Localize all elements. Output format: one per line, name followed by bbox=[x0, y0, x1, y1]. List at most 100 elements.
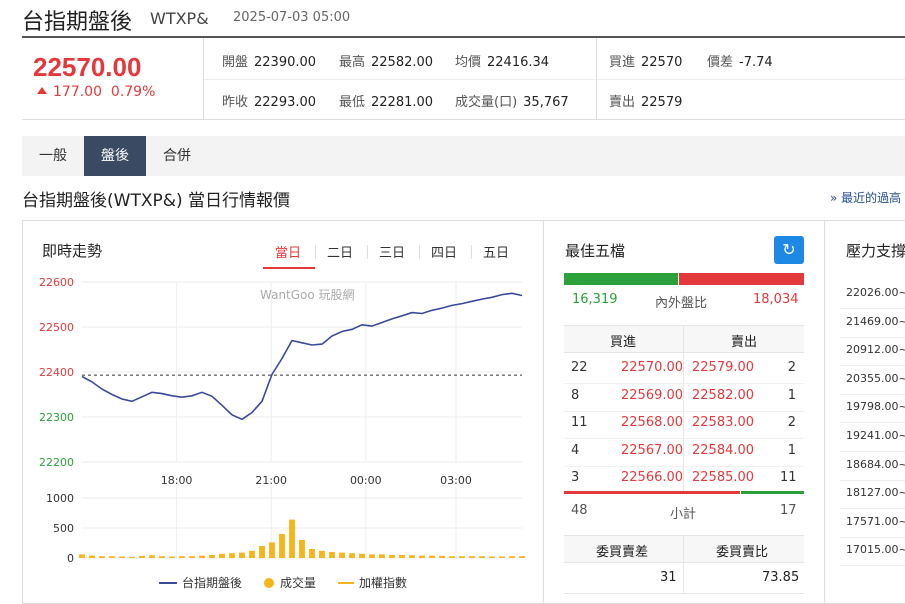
range-tab-2d[interactable]: 二日 bbox=[326, 246, 353, 261]
change-value: 177.00 bbox=[53, 84, 102, 100]
volume-bar bbox=[489, 556, 495, 558]
volume-bar bbox=[389, 555, 395, 558]
quote-column-divider bbox=[596, 38, 597, 120]
row-divider bbox=[564, 383, 804, 384]
bid-price: 22570.00 bbox=[621, 360, 684, 375]
bid-qty: 22 bbox=[571, 360, 588, 375]
row-divider bbox=[840, 308, 905, 309]
bid-total: 48 bbox=[571, 503, 588, 518]
chart-title: 即時走勢 bbox=[42, 242, 103, 260]
ask-total-bar bbox=[741, 491, 804, 494]
tab-general[interactable]: 一般 bbox=[39, 148, 67, 164]
pending-bottom-line bbox=[564, 593, 804, 594]
quote-volume: 成交量(口) 35,767 bbox=[455, 95, 569, 110]
pressure-level: 22026.00~2 bbox=[846, 286, 905, 299]
volume-bar bbox=[309, 549, 315, 558]
ask-price: 22584.00 bbox=[692, 442, 755, 458]
inner-ratio-bar bbox=[564, 273, 678, 285]
ask-qty: 2 bbox=[787, 360, 796, 375]
volume-bar bbox=[169, 556, 175, 558]
ask-qty: 11 bbox=[780, 470, 797, 485]
row-divider bbox=[564, 438, 804, 439]
bid-qty: 8 bbox=[571, 387, 580, 403]
bid-price: 22569.00 bbox=[621, 387, 684, 403]
pressure-level: 18127.00~1 bbox=[846, 486, 905, 500]
tab-after-hours[interactable]: 盤後 bbox=[84, 136, 146, 176]
quote-ask: 賣出 22579 bbox=[609, 95, 683, 110]
range-tab-4d[interactable]: 四日 bbox=[430, 246, 457, 261]
volume-bar bbox=[189, 556, 195, 558]
volume-bar bbox=[159, 556, 165, 558]
volume-bar bbox=[179, 556, 185, 558]
pending-header bbox=[564, 535, 804, 563]
quote-open: 開盤 22390.00 bbox=[222, 55, 317, 70]
volume-bar bbox=[219, 553, 225, 558]
volume-bar bbox=[269, 542, 275, 558]
recent-high-link[interactable]: » 最近的過高 bbox=[830, 191, 902, 205]
chart-grid bbox=[82, 281, 522, 559]
volume-bar bbox=[229, 553, 235, 558]
volume-bar bbox=[379, 554, 385, 558]
volume-bar bbox=[449, 556, 455, 558]
outer-volume: 18,034 bbox=[753, 292, 799, 307]
x-tick-label: 18:00 bbox=[161, 474, 193, 487]
bid-price: 22568.00 bbox=[621, 415, 684, 430]
volume-bar bbox=[249, 550, 255, 558]
x-axis-ticks: 18:00 21:00 00:00 03:00 bbox=[161, 474, 472, 487]
range-tab-5d[interactable]: 五日 bbox=[482, 246, 509, 261]
range-tab-underline bbox=[263, 267, 315, 269]
range-tab-3d[interactable]: 三日 bbox=[378, 246, 405, 261]
pending-divider bbox=[683, 535, 684, 593]
volume-bar bbox=[349, 553, 355, 558]
volume-bar bbox=[79, 554, 85, 558]
volume-bar bbox=[419, 555, 425, 558]
volume-bar bbox=[119, 556, 125, 558]
volume-bar bbox=[209, 555, 215, 558]
ask-total: 17 bbox=[780, 503, 797, 518]
volume-bar bbox=[399, 555, 405, 558]
volume-bar bbox=[359, 553, 365, 558]
outer-ratio-bar bbox=[679, 273, 804, 285]
volume-bar bbox=[99, 556, 105, 558]
volume-tick-label: 1000 bbox=[46, 492, 74, 505]
ask-qty: 1 bbox=[787, 387, 796, 403]
x-tick-label: 03:00 bbox=[440, 474, 472, 487]
volume-bars bbox=[79, 519, 525, 558]
x-tick-label: 21:00 bbox=[255, 474, 287, 487]
bid-header: 買進 bbox=[610, 335, 637, 350]
pressure-support-panel bbox=[824, 220, 905, 604]
bid-ask-diff: 31 bbox=[660, 570, 677, 585]
bid-qty: 3 bbox=[571, 470, 580, 485]
pressure-level: 20355.00~2 bbox=[846, 371, 905, 385]
volume-bar bbox=[519, 556, 525, 558]
volume-bar bbox=[149, 555, 155, 558]
timestamp: 2025-07-03 05:00 bbox=[233, 10, 351, 25]
pressure-support-title: 壓力支撐 bbox=[846, 242, 905, 260]
pressure-level: 21469.00~2 bbox=[846, 314, 905, 328]
range-tab-1d[interactable]: 當日 bbox=[274, 246, 301, 261]
volume-bar bbox=[469, 556, 475, 558]
ask-qty: 2 bbox=[787, 415, 796, 430]
volume-bar bbox=[109, 556, 115, 558]
volume-bar bbox=[459, 556, 465, 558]
refresh-button[interactable]: ↻ bbox=[774, 236, 804, 264]
y-tick-label: 22500 bbox=[39, 321, 74, 334]
row-divider bbox=[840, 422, 905, 424]
volume-tick-label: 0 bbox=[67, 552, 74, 565]
volume-bar bbox=[439, 555, 445, 558]
bid-ask-diff-label: 委買賣差 bbox=[596, 545, 649, 560]
legend-volume-swatch bbox=[264, 578, 274, 588]
ask-price: 22583.00 bbox=[692, 415, 755, 430]
watermark: WantGoo 玩股網 bbox=[260, 288, 355, 302]
pressure-level: 19241.00~1 bbox=[846, 429, 905, 442]
row-divider bbox=[840, 365, 905, 367]
volume-bar bbox=[479, 556, 485, 558]
y-tick-label: 22200 bbox=[39, 456, 74, 469]
y-tick-label: 22400 bbox=[39, 366, 74, 379]
ask-header: 賣出 bbox=[731, 335, 758, 350]
subtotal-label: 小計 bbox=[670, 507, 697, 522]
tab-combined[interactable]: 合併 bbox=[163, 148, 191, 164]
pressure-level: 18684.00~1 bbox=[846, 457, 905, 471]
quote-low: 最低 22281.00 bbox=[339, 95, 434, 110]
bid-ask-ratio-label: 委買賣比 bbox=[716, 545, 769, 560]
